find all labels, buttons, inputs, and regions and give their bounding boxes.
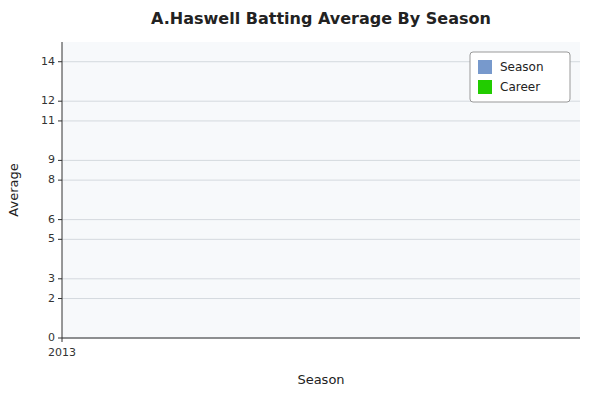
y-tick bbox=[58, 180, 62, 181]
grid-line bbox=[62, 298, 580, 299]
y-axis-label: Average bbox=[6, 163, 21, 216]
y-tick-label: 8 bbox=[48, 173, 55, 186]
grid bbox=[62, 62, 580, 338]
y-tick-label: 12 bbox=[41, 94, 55, 107]
y-tick bbox=[58, 61, 62, 62]
y-tick bbox=[58, 120, 62, 121]
x-tick-label: 2013 bbox=[48, 346, 76, 359]
y-tick-label: 0 bbox=[48, 331, 55, 344]
grid-line bbox=[62, 219, 580, 220]
y-tick bbox=[58, 239, 62, 240]
legend-label: Career bbox=[500, 80, 540, 94]
grid-line bbox=[62, 180, 580, 181]
y-tick-label: 9 bbox=[48, 153, 55, 166]
chart-title: A.Haswell Batting Average By Season bbox=[151, 9, 491, 28]
y-axis-line bbox=[62, 42, 63, 338]
grid-line bbox=[62, 278, 580, 279]
x-axis-line bbox=[62, 338, 580, 339]
grid-line bbox=[62, 160, 580, 161]
y-tick bbox=[58, 101, 62, 102]
y-tick bbox=[58, 219, 62, 220]
y-tick-label: 3 bbox=[48, 272, 55, 285]
legend-box bbox=[470, 52, 570, 102]
legend-label: Season bbox=[500, 60, 544, 74]
x-tick bbox=[62, 338, 63, 342]
y-tick bbox=[58, 298, 62, 299]
y-axis: 0 2 3 5 6 8 9 11 12 14 bbox=[41, 55, 62, 344]
y-tick-label: 5 bbox=[48, 232, 55, 245]
plot-background bbox=[62, 42, 580, 338]
y-tick-label: 14 bbox=[41, 55, 55, 68]
y-tick bbox=[58, 160, 62, 161]
grid-line bbox=[62, 338, 580, 339]
y-tick bbox=[58, 278, 62, 279]
y-tick bbox=[58, 338, 62, 339]
chart-svg: 0 2 3 5 6 8 9 11 12 14 2013 A.Haswell Batting Avera… bbox=[0, 0, 600, 400]
grid-line bbox=[62, 239, 580, 240]
chart-container: 0 2 3 5 6 8 9 11 12 14 2013 A.Haswell Batting Avera… bbox=[0, 0, 600, 400]
y-tick-label: 6 bbox=[48, 213, 55, 226]
x-axis-label: Season bbox=[297, 372, 344, 387]
legend-swatch bbox=[478, 80, 492, 94]
x-axis: 2013 bbox=[48, 338, 76, 359]
y-tick-label: 2 bbox=[48, 292, 55, 305]
y-tick-label: 11 bbox=[41, 114, 55, 127]
legend: Season Career bbox=[470, 52, 570, 102]
grid-line bbox=[62, 120, 580, 121]
legend-swatch bbox=[478, 60, 492, 74]
